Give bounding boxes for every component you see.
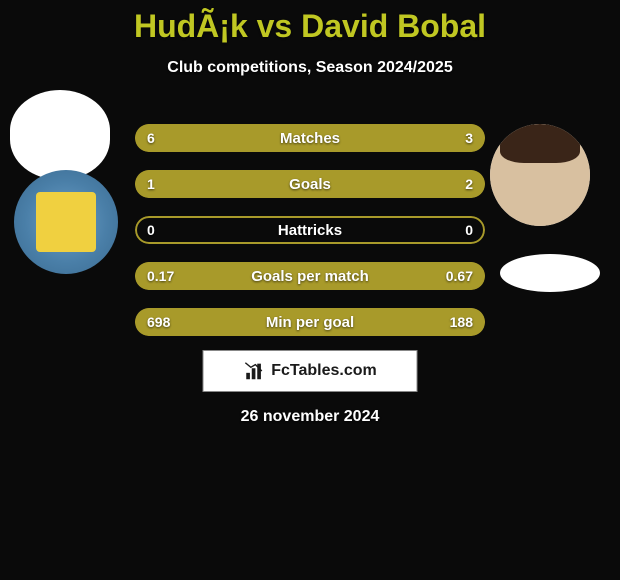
club-left-badge: [14, 170, 118, 274]
stat-row: 0.170.67Goals per match: [135, 262, 485, 290]
branding-box[interactable]: FcTables.com: [203, 350, 418, 392]
comparison-date: 26 november 2024: [0, 408, 620, 426]
stat-label: Matches: [135, 130, 485, 147]
comparison-title: HudÃ¡k vs David Bobal: [0, 0, 620, 45]
chart-bar-icon: [243, 360, 265, 382]
comparison-subtitle: Club competitions, Season 2024/2025: [0, 59, 620, 77]
stat-label: Min per goal: [135, 314, 485, 331]
stat-row: 00Hattricks: [135, 216, 485, 244]
stat-label: Hattricks: [135, 222, 485, 239]
player-right-avatar: [490, 124, 590, 226]
stat-row: 12Goals: [135, 170, 485, 198]
player-right-hair: [500, 124, 580, 163]
stat-row: 698188Min per goal: [135, 308, 485, 336]
stat-label: Goals per match: [135, 268, 485, 285]
player-left-avatar: [10, 90, 110, 180]
stat-label: Goals: [135, 176, 485, 193]
stat-row: 63Matches: [135, 124, 485, 152]
player-right-face: [490, 124, 590, 226]
stats-panel: 63Matches 12Goals 00Hattricks 0.170.67Goals…: [135, 124, 485, 354]
club-right-badge: [500, 254, 600, 292]
club-left-crest: [36, 192, 96, 252]
branding-text: FcTables.com: [271, 362, 377, 380]
